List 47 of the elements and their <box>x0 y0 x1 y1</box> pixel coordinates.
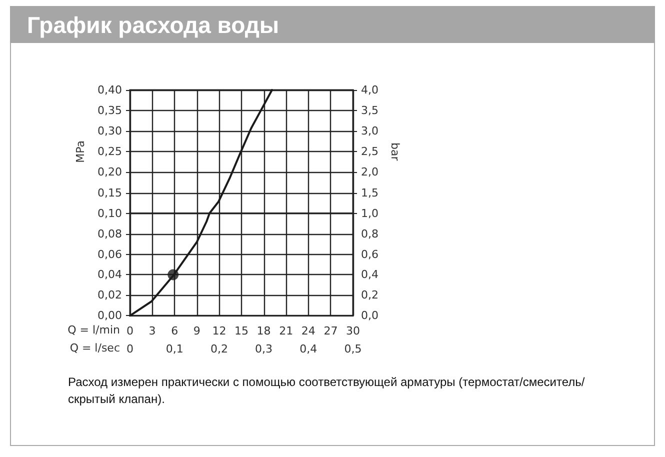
x-tick-label: 9 <box>193 324 200 338</box>
x2-tick-label: 0,2 <box>210 342 228 356</box>
y2-tick-label: 4,0 <box>361 84 378 96</box>
x-tick-label: 27 <box>324 324 338 338</box>
x2-tick-label: 0 <box>126 342 134 356</box>
y2-tick-label: 3,0 <box>361 124 378 138</box>
y2-tick-label: 2,0 <box>361 166 378 179</box>
x-tick-label: 0 <box>126 324 134 338</box>
y-tick-label: 0,10 <box>98 206 122 220</box>
y-tick-label: 0,04 <box>98 268 122 282</box>
y-tick-label: 0,25 <box>98 145 122 158</box>
x-tick-label: 21 <box>279 324 294 338</box>
chart-title: График расхода воды <box>27 11 280 40</box>
x-tick-label: 15 <box>234 324 248 338</box>
x-tick-label: 6 <box>171 324 178 338</box>
y2-tick-label: 3,5 <box>361 104 378 118</box>
x-tick-label: 12 <box>212 324 226 338</box>
text: Расход измерен практически с помощью соответствующей арматуры (термостат/смеситель/скрытый клапан). <box>68 374 586 408</box>
x-tick-label: 30 <box>346 324 360 338</box>
y-tick-label: 0,06 <box>98 248 122 261</box>
y2-tick-label: 2,5 <box>361 145 378 158</box>
y2-tick-label: 0,4 <box>361 268 378 282</box>
y2-tick-label: 1,5 <box>361 186 378 200</box>
y-axis-title: MPa <box>74 140 87 163</box>
y-tick-label: 0,20 <box>98 166 122 179</box>
y2-tick-label: 0,0 <box>361 309 378 322</box>
y2-tick-label: 0,2 <box>361 288 378 302</box>
y-tick-label: 0,15 <box>98 186 122 200</box>
y2-tick-label: 0,8 <box>361 227 378 240</box>
x2-axis-title: Q = l/sec <box>70 342 120 355</box>
y-tick-label: 0,30 <box>98 124 122 138</box>
y-tick-label: 0,02 <box>98 288 122 302</box>
x-tick-label: 24 <box>301 324 316 338</box>
y-tick-label: 0,35 <box>98 104 122 118</box>
y-tick-label: 0,40 <box>98 84 122 96</box>
x2-tick-label: 0,1 <box>166 342 184 356</box>
x-axis-title: Q = l/min <box>68 324 120 337</box>
x-tick-label: 3 <box>148 324 156 338</box>
x2-tick-label: 0,5 <box>344 342 362 356</box>
y2-axis-title: bar <box>388 142 402 162</box>
y-tick-label: 0,08 <box>98 227 122 240</box>
x-tick-label: 18 <box>256 324 271 338</box>
y2-tick-label: 0,6 <box>361 248 378 261</box>
y2-tick-label: 1,0 <box>361 206 378 220</box>
x2-tick-label: 0,3 <box>255 342 273 356</box>
x2-tick-label: 0,4 <box>300 342 318 356</box>
y-tick-label: 0,00 <box>98 309 122 322</box>
